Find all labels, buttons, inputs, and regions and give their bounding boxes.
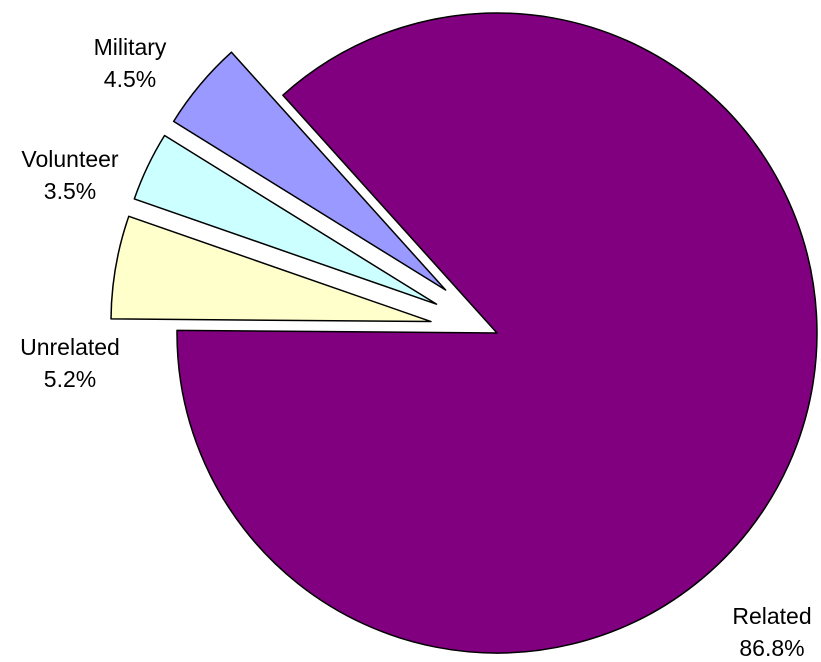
slice-category-label: Unrelated bbox=[20, 334, 120, 360]
pie-slice-volunteer bbox=[133, 134, 438, 305]
pie-slice-unrelated bbox=[110, 215, 432, 323]
slice-label-volunteer: Volunteer 3.5% bbox=[21, 146, 119, 204]
slice-percent-label: 5.2% bbox=[44, 366, 96, 392]
slice-label-related: Related 86.8% bbox=[732, 603, 811, 661]
pie-slice-related bbox=[176, 12, 818, 654]
slice-category-label: Volunteer bbox=[21, 146, 119, 172]
slice-category-label: Related bbox=[732, 603, 811, 629]
pie-slice-military bbox=[172, 51, 447, 291]
pie-slices bbox=[110, 12, 818, 654]
slice-percent-label: 4.5% bbox=[104, 66, 156, 92]
slice-category-label: Military bbox=[94, 34, 167, 60]
slice-percent-label: 86.8% bbox=[739, 635, 804, 661]
slice-label-military: Military 4.5% bbox=[94, 34, 167, 92]
pie-labels: Related 86.8% Unrelated 5.2% Volunteer 3.5% Mi… bbox=[20, 34, 812, 661]
slice-label-unrelated: Unrelated 5.2% bbox=[20, 334, 120, 392]
slice-percent-label: 3.5% bbox=[44, 178, 96, 204]
